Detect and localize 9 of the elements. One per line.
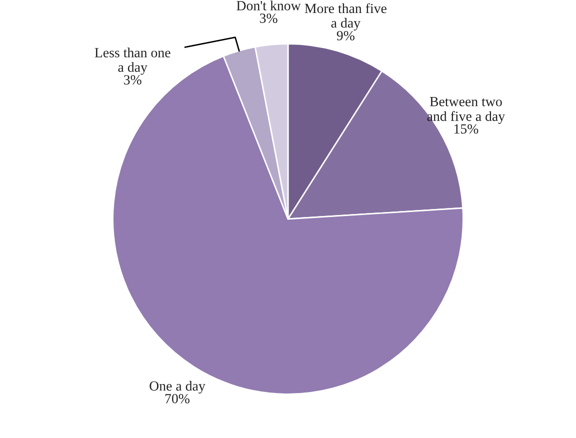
data-label: 9% (336, 30, 354, 40)
data-label: 3% (260, 14, 278, 23)
data-label: 3% (124, 75, 142, 85)
slice-label: Don't know (236, 0, 301, 10)
data-label: 70% (165, 394, 190, 404)
slice-label: One a day (150, 380, 206, 394)
slice-label: More than five a day (304, 3, 386, 31)
data-label: 15% (454, 124, 478, 134)
slice-label: Less than one a day (94, 48, 170, 75)
